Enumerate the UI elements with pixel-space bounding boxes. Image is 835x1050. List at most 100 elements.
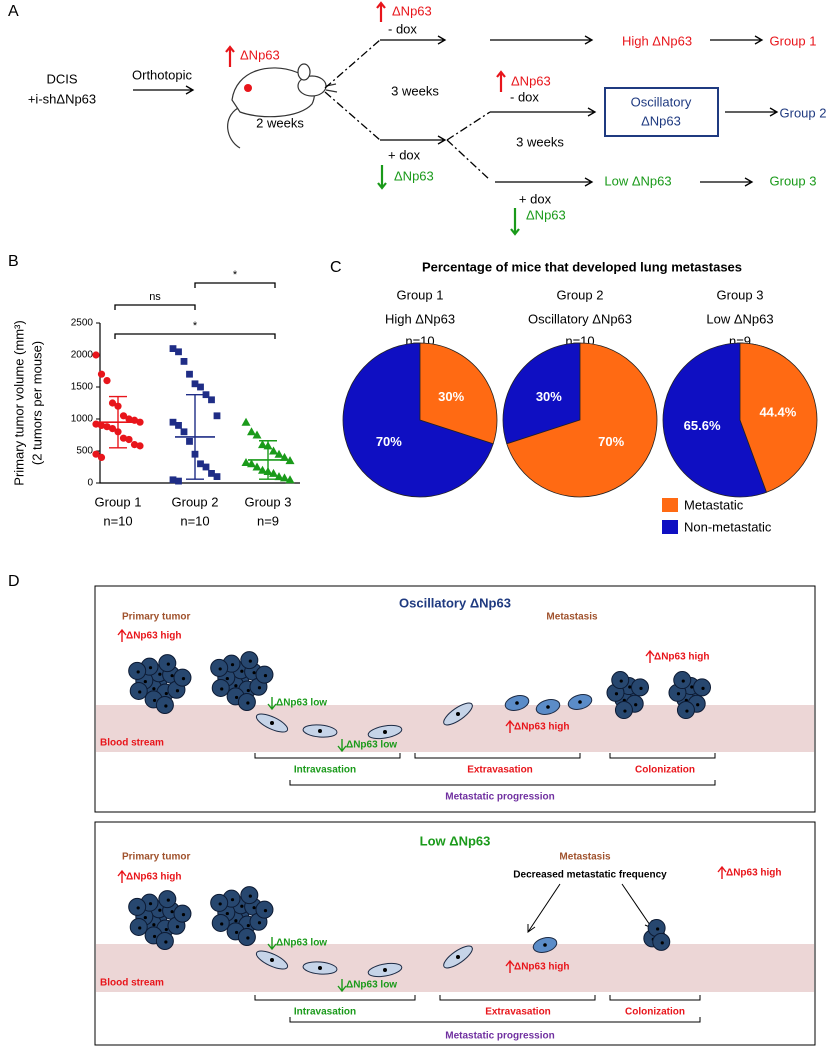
data-point (119, 434, 128, 442)
nucleus (383, 730, 387, 734)
data-point (169, 345, 177, 352)
connector (380, 135, 447, 145)
data-point (186, 370, 193, 378)
error-bar (186, 393, 204, 480)
nucleus (246, 936, 250, 940)
data-point (97, 453, 106, 461)
data-point (103, 377, 111, 385)
nucleus (234, 919, 238, 923)
stage-label: Intravasation (294, 765, 356, 776)
significance-label: ns (149, 291, 161, 303)
nucleus (634, 703, 638, 707)
oscillatory-label: Oscillatory (631, 94, 692, 109)
data-point (191, 380, 199, 388)
nucleus (383, 968, 387, 972)
diagram-title: Oscillatory ΔNp63 (399, 595, 511, 610)
nucleus (230, 663, 235, 667)
nucleus (148, 902, 153, 906)
data-point (92, 450, 100, 458)
time-text: 3 weeks (516, 134, 564, 149)
data-point (252, 430, 262, 439)
connector (289, 780, 716, 786)
data-point (175, 477, 182, 485)
nucleus (220, 922, 224, 926)
nucleus (660, 941, 664, 945)
progression-label: Metastatic progression (445, 1031, 554, 1042)
data-point (125, 415, 133, 423)
marker-label: ΔNp63 low (346, 740, 397, 751)
nucleus (619, 679, 623, 683)
nucleus (158, 672, 162, 676)
diagram-title: Low ΔNp63 (420, 833, 491, 848)
data-point (169, 476, 177, 484)
start-text: +i-shΔNp63 (28, 91, 96, 106)
connector (717, 865, 727, 879)
connector (324, 39, 381, 89)
nucleus (263, 909, 268, 913)
marker-label: ΔNp63 high (514, 722, 570, 733)
data-point (119, 412, 128, 420)
stage-label: Colonization (635, 765, 695, 776)
y-tick-label: 500 (76, 446, 93, 457)
category-label: Group 2 (172, 494, 219, 509)
nucleus (181, 913, 186, 917)
nucleus (230, 898, 235, 902)
nucleus (628, 685, 632, 689)
data-point (241, 458, 251, 467)
nucleus (685, 709, 689, 713)
data-point (197, 383, 204, 391)
nucleus (218, 667, 222, 671)
nucleus (164, 927, 168, 932)
blood-label: Blood stream (100, 978, 164, 989)
data-point (197, 460, 204, 468)
nucleus (170, 674, 174, 678)
nucleus (240, 669, 244, 673)
connector (645, 649, 655, 663)
oscillatory-label: ΔNp63 (641, 113, 681, 128)
nucleus (152, 698, 157, 703)
data-point (247, 459, 256, 468)
stage-label: Extravasation (467, 765, 533, 776)
nucleus (175, 689, 180, 693)
data-point (180, 358, 188, 365)
stage-label: Extravasation (485, 1007, 551, 1018)
marker-label: ΔNp63 high (514, 962, 570, 973)
nucleus (252, 671, 256, 675)
value-label: 30% (536, 389, 562, 404)
nucleus (681, 679, 685, 683)
data-point (208, 396, 215, 404)
data-point (175, 348, 182, 356)
pie-slice (502, 342, 581, 445)
connector (609, 995, 701, 1001)
legend-swatch (662, 520, 678, 534)
nucleus (136, 906, 140, 910)
nucleus (246, 701, 250, 705)
data-point (136, 442, 144, 450)
nucleus (578, 700, 582, 704)
nucleus (225, 911, 229, 916)
data-point (258, 465, 267, 474)
nucleus (181, 677, 186, 681)
nucleus (246, 923, 250, 928)
pie-title: High ΔNp63 (385, 311, 455, 326)
nucleus (164, 940, 168, 944)
nucleus (166, 662, 170, 666)
y-tick-label: 2000 (71, 350, 94, 361)
nucleus (543, 943, 547, 947)
data-point (285, 456, 295, 465)
panel-label: A (8, 3, 19, 20)
nucleus (138, 926, 142, 930)
pie-slice (506, 342, 658, 498)
n-label: n=10 (180, 513, 209, 528)
marker-label: ΔNp63 high (726, 868, 782, 879)
connector (380, 35, 447, 45)
connector (710, 35, 764, 45)
note-label: Decreased metastatic frequency (513, 870, 667, 881)
stage-label: Intravasation (294, 1007, 356, 1018)
stage-label: Colonization (625, 1007, 685, 1018)
legend-label: Metastatic (684, 497, 744, 512)
nucleus (148, 666, 153, 670)
data-point (274, 472, 284, 481)
nucleus (234, 930, 239, 935)
connector (527, 883, 561, 933)
